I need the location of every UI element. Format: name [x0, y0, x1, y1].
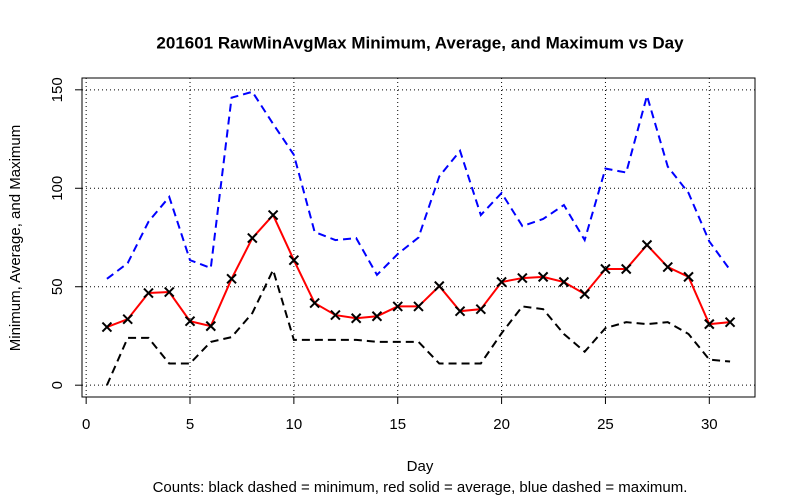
point-marker: [662, 261, 673, 273]
point-marker: [164, 286, 175, 298]
point-marker: [704, 318, 715, 330]
x-axis-label: Day: [407, 458, 434, 475]
x-tick-label: 30: [701, 416, 718, 433]
point-marker: [309, 297, 320, 309]
point-marker: [122, 314, 133, 325]
point-marker: [184, 315, 196, 327]
series-line: [106, 90, 731, 280]
point-marker: [724, 316, 736, 328]
point-marker: [600, 263, 611, 275]
x-tick-label: 20: [493, 416, 510, 433]
point-marker: [537, 271, 549, 283]
caption: Counts: black dashed = minimum, red soli…: [153, 479, 688, 496]
point-marker: [371, 311, 383, 322]
y-tick-label: 150: [49, 77, 66, 102]
x-tick-label: 0: [82, 416, 90, 433]
y-axis-label: Minimum, Average, and Maximum: [7, 125, 24, 351]
x-tick-label: 10: [286, 416, 303, 433]
point-marker: [558, 276, 570, 288]
point-marker: [205, 320, 216, 332]
point-marker: [475, 303, 487, 315]
point-marker: [621, 263, 632, 275]
point-marker: [267, 209, 279, 221]
x-tick-label: 15: [389, 416, 406, 433]
series-line: [106, 213, 731, 329]
y-tick-label: 0: [49, 381, 66, 389]
point-marker: [350, 313, 362, 324]
series-line: [106, 267, 731, 386]
point-marker: [496, 276, 507, 288]
point-marker: [454, 305, 466, 317]
x-tick-label: 25: [597, 416, 614, 433]
x-tick-label: 5: [186, 416, 194, 433]
point-marker: [683, 271, 694, 283]
point-marker: [288, 254, 300, 266]
point-marker: [226, 273, 237, 285]
point-marker: [143, 287, 154, 299]
plot-frame: [81, 77, 756, 398]
y-tick-label: 50: [49, 278, 66, 295]
point-marker: [641, 239, 653, 251]
point-marker: [579, 288, 590, 300]
point-marker: [247, 232, 258, 244]
point-marker: [434, 280, 445, 292]
point-marker: [392, 301, 403, 312]
point-marker: [413, 301, 424, 312]
point-marker: [517, 272, 528, 284]
chart-title: 201601 RawMinAvgMax Minimum, Average, an…: [156, 33, 684, 52]
point-marker: [101, 321, 113, 333]
point-marker: [330, 309, 341, 321]
y-tick-label: 100: [49, 176, 66, 201]
